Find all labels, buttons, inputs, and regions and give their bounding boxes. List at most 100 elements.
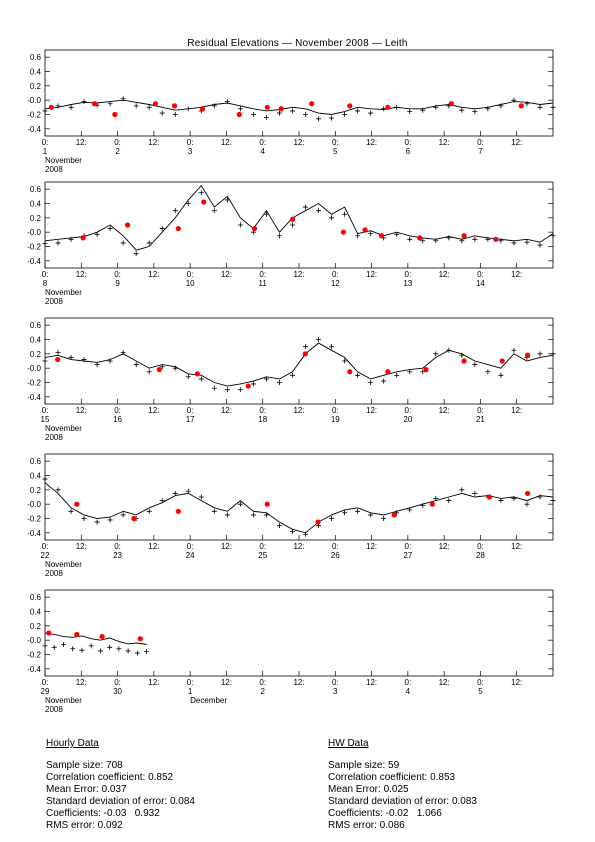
observed-cross <box>94 231 100 237</box>
observed-cross <box>394 372 400 378</box>
day-label: 6 <box>406 147 411 156</box>
month-label: November <box>45 696 82 705</box>
year-label: 2008 <box>45 705 63 714</box>
observed-cross <box>159 498 165 504</box>
day-label: 16 <box>113 415 122 424</box>
observed-cross <box>303 531 309 537</box>
observed-cross <box>94 519 100 525</box>
hourly-std-error: Standard deviation of error: 0.084 <box>46 796 195 807</box>
observed-cross <box>303 344 309 350</box>
observed-cross <box>55 349 61 355</box>
observed-cross <box>146 240 152 246</box>
hourly-sample-size: Sample size: 708 <box>46 760 123 771</box>
observed-cross <box>459 352 465 358</box>
observed-cross <box>120 349 126 355</box>
y-tick-label: -0.4 <box>27 393 41 402</box>
x-tick-label: 0: <box>187 406 194 415</box>
observed-cross <box>433 104 439 110</box>
day-label: 29 <box>41 687 50 696</box>
observed-cross <box>172 112 178 117</box>
observed-cross <box>316 208 322 214</box>
hw-point <box>264 501 270 507</box>
observed-cross <box>420 238 426 244</box>
observed-cross <box>498 238 504 244</box>
observed-cross <box>81 357 87 363</box>
month-label: November <box>45 288 82 297</box>
month-label: November <box>45 424 82 433</box>
observed-cross <box>355 108 361 114</box>
observed-cross <box>81 99 87 105</box>
x-tick-label: 12: <box>148 406 159 415</box>
x-tick-label: 12: <box>221 406 232 415</box>
hw-point <box>525 490 531 497</box>
observed-cross <box>329 215 335 221</box>
x-tick-label: 12: <box>439 678 450 687</box>
hw-point <box>309 101 315 107</box>
observed-cross <box>185 488 191 494</box>
day-label: 30 <box>113 687 122 696</box>
observed-cross <box>511 97 517 103</box>
observed-cross <box>125 648 131 654</box>
observed-cross <box>355 233 361 239</box>
x-tick-label: 12: <box>293 542 304 551</box>
day-label: 1 <box>43 147 48 156</box>
observed-cross <box>407 109 413 115</box>
hw-point <box>429 501 435 507</box>
x-tick-label: 0: <box>477 678 484 687</box>
x-tick-label: 12: <box>293 138 304 147</box>
x-tick-label: 0: <box>477 270 484 279</box>
y-tick-label: 0.4 <box>30 336 42 345</box>
x-tick-label: 0: <box>114 542 121 551</box>
x-tick-label: 0: <box>332 542 339 551</box>
observed-cross <box>368 380 374 385</box>
observed-cross <box>237 106 243 112</box>
observed-cross <box>146 508 152 514</box>
day-label: 28 <box>476 551 485 560</box>
x-tick-label: 12: <box>439 406 450 415</box>
observed-cross <box>433 351 439 357</box>
observed-cross <box>472 362 478 368</box>
y-tick-label: -0.2 <box>27 515 41 524</box>
day-label: 12 <box>331 279 340 288</box>
y-tick-label: 0.4 <box>30 68 42 77</box>
hw-point <box>499 358 505 364</box>
observed-cross <box>303 204 309 210</box>
observed-cross <box>224 387 230 393</box>
observed-cross <box>146 104 152 110</box>
hw-std-error: Standard deviation of error: 0.083 <box>328 796 477 807</box>
observed-cross <box>133 103 139 109</box>
observed-cross <box>498 103 504 109</box>
x-tick-label: 12: <box>148 542 159 551</box>
x-tick-label: 12: <box>221 542 232 551</box>
y-tick-label: -0.2 <box>27 243 41 252</box>
y-tick-label: -0.0 <box>27 228 41 237</box>
x-tick-label: 0: <box>477 406 484 415</box>
hw-point <box>251 225 258 232</box>
observed-cross <box>211 385 217 391</box>
hw-point <box>112 111 118 118</box>
observed-cross <box>316 337 322 342</box>
y-tick-label: -0.2 <box>27 111 41 120</box>
observed-cross <box>289 222 295 228</box>
hw-point <box>378 233 385 239</box>
y-tick-label: 0.2 <box>30 82 42 91</box>
day-label: 2 <box>260 687 265 696</box>
y-tick-label: 0.6 <box>30 593 42 602</box>
x-tick-label: 12: <box>76 138 87 147</box>
hw-point <box>194 371 200 377</box>
hw-point <box>46 630 52 636</box>
observed-cross <box>263 376 269 382</box>
x-tick-label: 0: <box>259 678 266 687</box>
observed-cross <box>407 236 413 242</box>
observed-cross <box>459 238 465 244</box>
x-tick-label: 0: <box>114 138 121 147</box>
hw-point <box>131 515 137 522</box>
day-label: 3 <box>333 687 338 696</box>
hw-point <box>74 501 80 507</box>
hw-point <box>48 104 54 110</box>
observed-cross <box>144 649 150 655</box>
hourly-mean-error: Mean Error: 0.037 <box>46 784 127 795</box>
hw-mean-error: Mean Error: 0.025 <box>328 784 409 795</box>
observed-cross <box>237 387 243 393</box>
observed-cross <box>342 358 348 364</box>
